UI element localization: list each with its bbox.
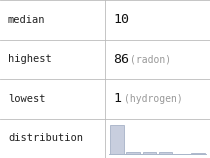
Text: (radon): (radon) [130, 54, 171, 64]
Text: lowest: lowest [8, 94, 46, 104]
Bar [126, 152, 140, 154]
Bar [110, 125, 124, 154]
Bar [143, 152, 156, 154]
Bar [159, 152, 172, 154]
Text: highest: highest [8, 54, 52, 64]
Text: distribution: distribution [8, 133, 83, 143]
Bar [191, 153, 205, 154]
Text: median: median [8, 15, 46, 25]
Text: 1: 1 [113, 92, 121, 105]
Text: (hydrogen): (hydrogen) [124, 94, 183, 104]
Text: 10: 10 [113, 13, 129, 26]
Text: 86: 86 [113, 53, 129, 66]
